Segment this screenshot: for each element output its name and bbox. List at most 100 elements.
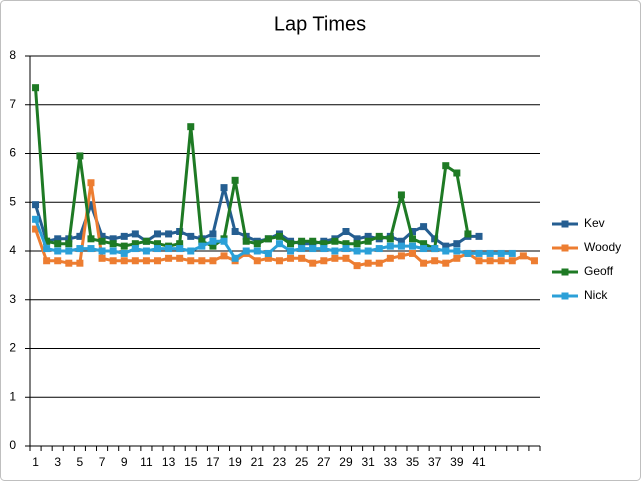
data-point: [442, 242, 450, 250]
data-point: [364, 247, 372, 255]
x-tick-label: 29: [339, 455, 353, 469]
x-tick-label: 9: [121, 455, 128, 469]
data-point: [87, 179, 95, 187]
data-point: [397, 252, 405, 260]
data-point: [453, 169, 461, 177]
data-point: [142, 237, 150, 245]
data-point: [154, 245, 161, 253]
data-point: [43, 257, 51, 265]
x-tick-label: 7: [99, 455, 106, 469]
x-tick-label: 25: [295, 455, 309, 469]
legend-label: Nick: [584, 288, 608, 302]
data-point: [342, 240, 350, 248]
y-tick-label: 0: [9, 438, 16, 452]
data-point: [131, 240, 139, 248]
data-point: [331, 237, 339, 245]
data-point: [65, 259, 73, 267]
data-point: [120, 257, 128, 265]
data-point: [298, 245, 306, 253]
data-point: [309, 237, 317, 245]
series-line: [34, 87, 470, 251]
data-point: [87, 201, 95, 209]
y-tick-label: 6: [9, 146, 16, 160]
data-point: [209, 237, 217, 245]
data-point: [386, 235, 394, 243]
data-point: [264, 254, 272, 262]
data-point: [65, 247, 73, 255]
data-point: [331, 254, 339, 262]
data-point: [176, 254, 184, 262]
data-point: [342, 228, 350, 235]
data-point: [109, 235, 117, 243]
y-tick-label: 3: [9, 292, 16, 306]
data-point: [165, 254, 173, 262]
data-point: [87, 235, 95, 243]
data-point: [320, 257, 328, 265]
y-tick-label: 5: [9, 194, 16, 208]
data-point: [431, 257, 439, 265]
data-point: [342, 254, 350, 262]
y-tick-label: 7: [9, 97, 16, 111]
data-point: [98, 247, 106, 255]
data-point: [43, 237, 51, 245]
data-point: [165, 230, 173, 238]
data-point: [231, 176, 239, 184]
data-point: [275, 257, 283, 265]
data-point: [253, 257, 261, 265]
data-point: [353, 247, 361, 255]
data-point: [508, 249, 516, 257]
data-point: [486, 249, 494, 257]
data-point: [187, 247, 195, 255]
data-point: [65, 240, 73, 248]
data-point: [453, 240, 461, 248]
legend-label: Geoff: [584, 264, 614, 278]
data-point: [242, 247, 250, 255]
data-point: [131, 245, 139, 253]
legend-label: Woody: [584, 240, 621, 254]
data-point: [364, 237, 372, 245]
data-point: [475, 249, 483, 257]
legend-label: Kev: [584, 216, 605, 230]
data-point: [386, 254, 394, 262]
x-tick-label: 17: [206, 455, 220, 469]
data-point: [198, 257, 206, 265]
data-point: [131, 257, 139, 265]
data-point: [32, 225, 40, 233]
x-tick-label: 27: [317, 455, 331, 469]
data-point: [220, 184, 228, 192]
data-point: [54, 240, 62, 248]
y-tick-label: 1: [9, 389, 16, 403]
x-tick-label: 37: [428, 455, 442, 469]
data-point: [275, 232, 283, 240]
data-point: [530, 257, 538, 265]
data-point: [353, 262, 361, 270]
chart-title: Lap Times: [274, 13, 366, 35]
data-point: [364, 259, 372, 267]
data-point: [242, 237, 250, 245]
data-point: [442, 247, 450, 255]
data-point: [320, 240, 328, 248]
data-point: [264, 249, 272, 257]
data-point: [287, 247, 295, 255]
data-point: [231, 228, 239, 235]
data-point: [154, 230, 161, 238]
x-tick-label: 41: [472, 455, 486, 469]
data-point: [120, 242, 128, 250]
data-point: [154, 240, 161, 248]
x-tick-label: 15: [184, 455, 198, 469]
data-point: [298, 237, 306, 245]
data-point: [253, 247, 261, 255]
series-line: [34, 181, 536, 268]
data-point: [409, 235, 416, 243]
data-point: [497, 249, 505, 257]
data-point: [320, 245, 328, 253]
x-tick-label: 31: [361, 455, 375, 469]
data-point: [32, 201, 40, 209]
data-point: [87, 245, 95, 253]
x-tick-label: 19: [228, 455, 242, 469]
x-tick-label: 11: [140, 455, 153, 469]
data-point: [386, 242, 394, 250]
data-point: [98, 232, 106, 240]
data-point: [331, 247, 339, 255]
